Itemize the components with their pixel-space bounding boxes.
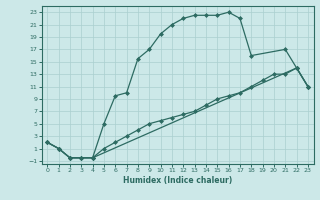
X-axis label: Humidex (Indice chaleur): Humidex (Indice chaleur) bbox=[123, 176, 232, 185]
